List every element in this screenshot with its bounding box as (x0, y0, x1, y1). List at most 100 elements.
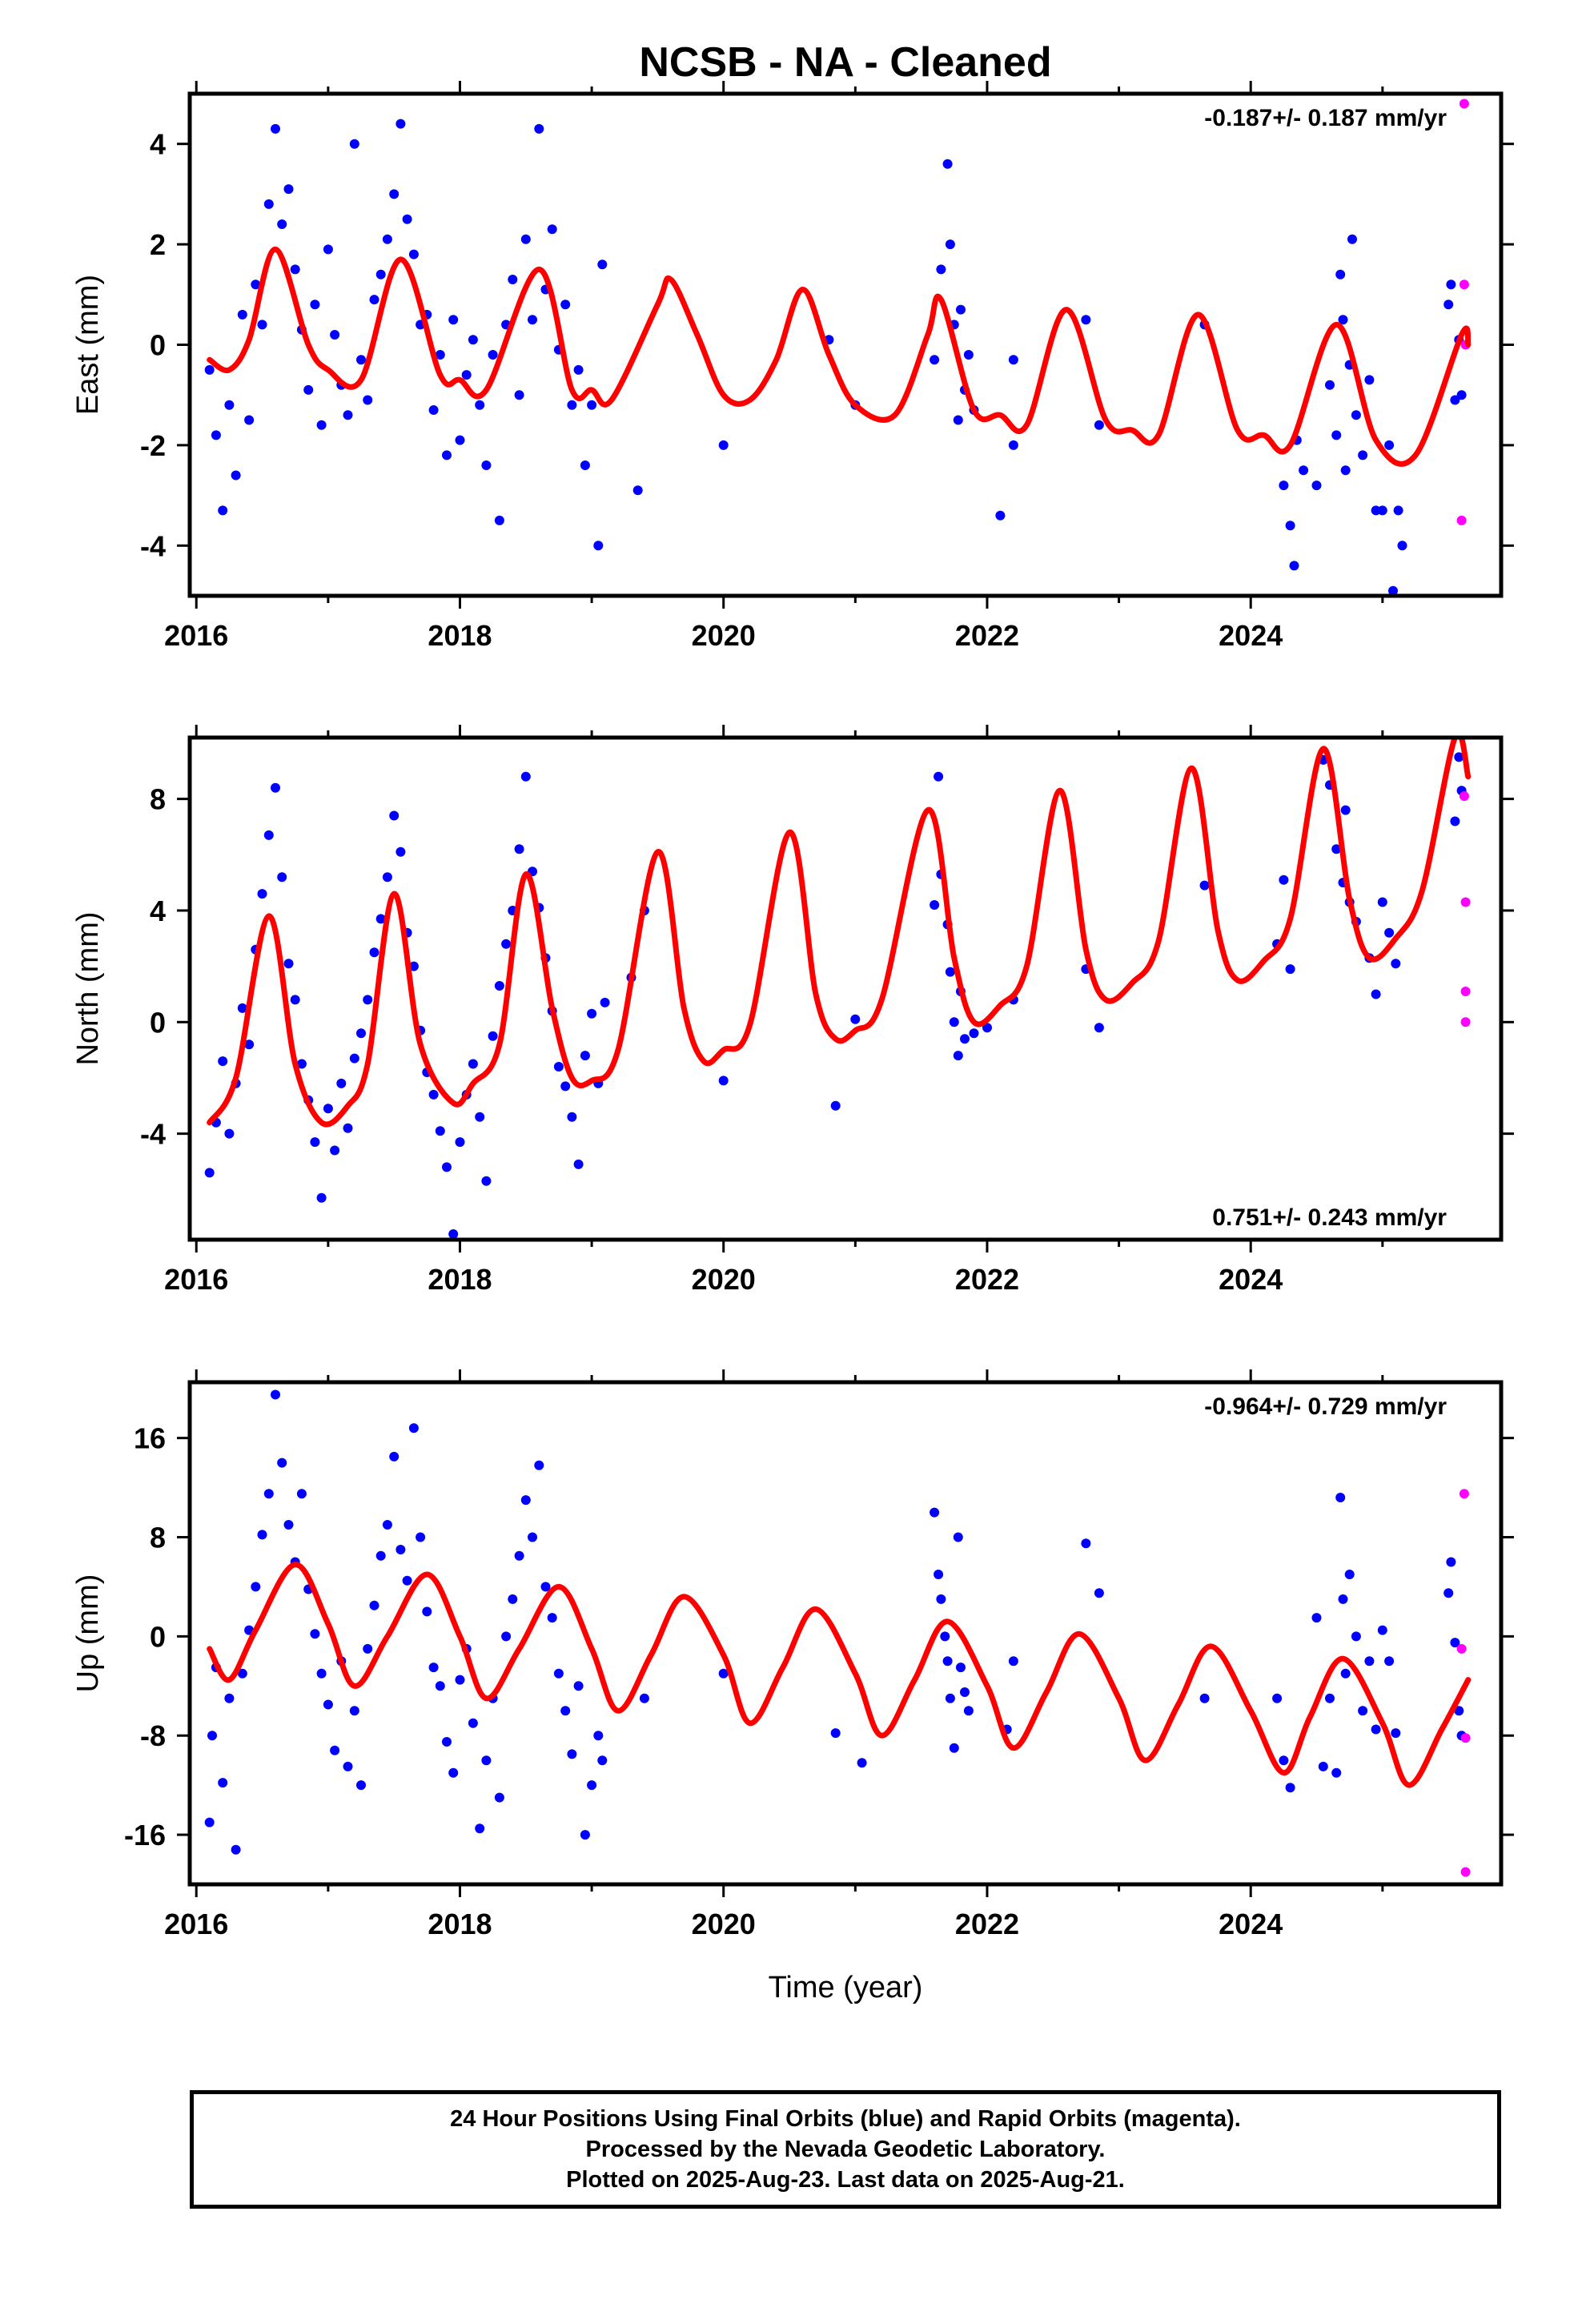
final-orbit-point (1371, 989, 1381, 999)
final-orbit-point (257, 1530, 267, 1540)
final-orbit-point (597, 259, 608, 270)
x-tick-label-2024: 2024 (1219, 1908, 1283, 1940)
final-orbit-point (408, 249, 419, 259)
final-orbit-point (310, 300, 320, 310)
y-tick-label-0: 0 (150, 329, 166, 362)
final-orbit-point (448, 315, 459, 325)
final-orbit-point (1340, 465, 1351, 476)
final-orbit-point (231, 1844, 241, 1855)
x-tick-label-2016: 2016 (164, 619, 228, 652)
final-orbit-point (1094, 1023, 1104, 1033)
footer-caption: 24 Hour Positions Using Final Orbits (bl… (190, 2090, 1501, 2209)
final-orbit-point (600, 997, 610, 1007)
final-orbit-point (283, 1520, 294, 1530)
final-orbit-point (632, 485, 643, 496)
final-orbit-point (514, 390, 524, 400)
final-orbit-point (363, 1643, 373, 1654)
final-orbit-point (547, 224, 557, 235)
final-orbit-point (408, 961, 419, 971)
final-orbit-point (593, 1731, 604, 1741)
final-orbit-point (1335, 1493, 1346, 1502)
model-curve-east (207, 246, 1472, 467)
final-orbit-point (936, 1594, 946, 1604)
x-tick-label-2016: 2016 (164, 1263, 228, 1296)
final-orbit-point (580, 1051, 590, 1061)
final-orbit-point (263, 1489, 274, 1499)
final-orbit-point (1377, 505, 1387, 516)
final-orbit-point (1008, 355, 1018, 365)
final-orbit-point (528, 1532, 537, 1542)
final-orbit-point (416, 1532, 426, 1542)
final-orbit-point (573, 1681, 584, 1691)
final-orbit-point (942, 159, 953, 169)
final-orbit-point (363, 995, 373, 1005)
final-orbit-point (963, 350, 974, 360)
final-orbit-point (382, 1520, 392, 1530)
final-orbit-point (356, 1780, 366, 1791)
final-orbit-point (375, 269, 386, 279)
final-orbit-point (1347, 234, 1357, 244)
final-orbit-point (1289, 561, 1299, 571)
final-orbit-point (960, 1034, 970, 1044)
final-orbit-point (1391, 1728, 1401, 1739)
final-orbit-point (488, 350, 498, 360)
final-orbit-point (936, 264, 946, 275)
final-orbit-point (330, 1145, 340, 1156)
final-orbit-point (1450, 395, 1460, 405)
final-orbit-point (244, 415, 255, 425)
x-tick-label-2016: 2016 (164, 1908, 228, 1940)
final-orbit-point (330, 1745, 340, 1755)
final-orbit-point (560, 1706, 571, 1716)
final-orbit-point (501, 1631, 512, 1642)
rapid-orbit-point (1460, 1017, 1471, 1027)
final-orbit-point (573, 364, 584, 375)
final-orbit-point (1285, 964, 1295, 975)
final-orbit-point (283, 184, 294, 195)
model-curve-up (207, 1562, 1472, 1788)
final-orbit-point (945, 1693, 955, 1703)
x-ticks-up (195, 1369, 1384, 1897)
final-orbit-point (428, 1089, 439, 1100)
final-orbit-point (1299, 465, 1309, 476)
final-orbit-point (580, 460, 590, 470)
final-orbit-point (567, 400, 577, 410)
final-orbit-point (963, 1706, 974, 1716)
final-orbit-point (468, 335, 478, 345)
x-tick-label-2020: 2020 (692, 1263, 756, 1296)
final-orbit-point (257, 889, 267, 899)
final-orbit-point (442, 1162, 452, 1172)
y-axis-label-north: North (mm) (71, 911, 105, 1065)
final-orbit-point (310, 1629, 320, 1639)
x-tick-label-2022: 2022 (955, 619, 1019, 652)
chart-title: NCSB - NA - Cleaned (639, 39, 1051, 86)
final-orbit-point (218, 505, 228, 516)
final-orbit-point (1335, 269, 1346, 279)
y-axis-label-up: Up (mm) (71, 1574, 105, 1693)
final-orbit-point (323, 244, 333, 255)
final-orbit-point (290, 264, 300, 275)
final-orbit-point (1456, 390, 1467, 400)
final-orbit-point (528, 315, 537, 325)
final-orbit-point (587, 1780, 597, 1791)
y-tick-label--4: -4 (140, 1118, 166, 1151)
final-orbit-point (237, 309, 247, 320)
final-orbit-point (428, 1663, 439, 1673)
x-ticks-north (195, 725, 1384, 1252)
final-orbit-point (231, 470, 241, 480)
final-orbit-point (435, 350, 445, 360)
final-orbit-point (251, 279, 261, 290)
final-orbit-point (468, 1059, 478, 1069)
final-orbit-point (316, 1668, 327, 1679)
final-orbit-point (1008, 1656, 1018, 1667)
final-orbit-point (1338, 315, 1348, 325)
y-tick-label-0: 0 (150, 1620, 166, 1653)
panel-north: 2016 2018 2020 2022 2024 -4 0 4 8 North (mm) 0.751… (71, 725, 1514, 1296)
y-tick-label--8: -8 (140, 1719, 166, 1752)
final-orbit-point (1331, 1767, 1342, 1778)
y-ticks-up (177, 1437, 1514, 1836)
final-orbit-point (593, 541, 604, 551)
final-orbit-point (435, 1681, 445, 1691)
final-orbit-point (1450, 1638, 1460, 1648)
final-orbit-point (560, 1081, 571, 1092)
